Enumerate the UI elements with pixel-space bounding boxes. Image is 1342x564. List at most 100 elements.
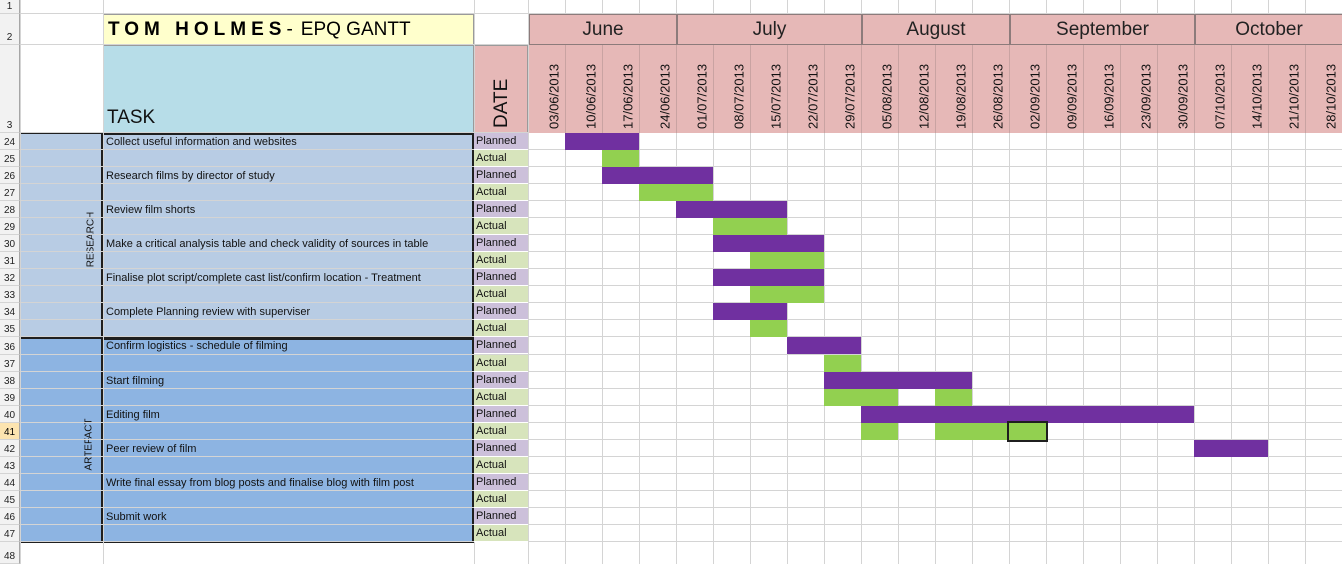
week-date-cell[interactable]: 17/06/2013 [603,45,640,133]
week-date-cell[interactable]: 10/06/2013 [566,45,603,133]
actual-bar[interactable] [1007,421,1048,442]
row-header[interactable]: 35 [0,320,20,337]
status-actual[interactable]: Actual [474,320,528,337]
status-planned[interactable]: Planned [474,474,528,491]
week-date-cell[interactable]: 28/10/2013 [1306,45,1342,133]
planned-bar[interactable] [787,337,861,354]
row-header[interactable]: 46 [0,508,20,525]
status-planned[interactable]: Planned [474,508,528,525]
week-date-cell[interactable]: 30/09/2013 [1158,45,1195,133]
month-header[interactable]: August [862,14,1010,45]
task-name[interactable]: Finalise plot script/complete cast list/… [106,272,421,284]
row-header[interactable]: 47 [0,525,20,542]
status-actual[interactable]: Actual [474,150,528,167]
actual-bar[interactable] [824,389,898,406]
month-header[interactable]: October [1195,14,1342,45]
task-name[interactable]: Make a critical analysis table and check… [106,238,429,250]
task-name[interactable]: Submit work [106,511,167,523]
week-date-cell[interactable]: 03/06/2013 [529,45,566,133]
planned-bar[interactable] [602,167,713,184]
planned-bar[interactable] [824,372,972,389]
actual-bar[interactable] [639,184,713,201]
row-header[interactable]: 40 [0,406,20,423]
task-name[interactable]: Editing film [106,409,160,421]
status-planned[interactable]: Planned [474,235,528,252]
status-actual[interactable]: Actual [474,218,528,235]
week-date-cell[interactable]: 16/09/2013 [1084,45,1121,133]
status-planned[interactable]: Planned [474,337,528,354]
row-header[interactable]: 31 [0,252,20,269]
status-planned[interactable]: Planned [474,167,528,184]
week-date-cell[interactable]: 02/09/2013 [1010,45,1047,133]
week-date-cell[interactable]: 01/07/2013 [677,45,714,133]
row-header[interactable]: 32 [0,269,20,286]
status-planned[interactable]: Planned [474,269,528,286]
status-actual[interactable]: Actual [474,355,528,372]
status-planned[interactable]: Planned [474,372,528,389]
row-header[interactable]: 1 [0,0,20,14]
row-header[interactable]: 37 [0,355,20,372]
week-date-cell[interactable]: 21/10/2013 [1269,45,1306,133]
row-header[interactable]: 28 [0,201,20,218]
month-header[interactable]: June [529,14,677,45]
row-header[interactable]: 26 [0,167,20,184]
week-date-cell[interactable]: 08/07/2013 [714,45,751,133]
row-header[interactable]: 44 [0,474,20,491]
row-header[interactable]: 39 [0,389,20,406]
week-date-cell[interactable]: 24/06/2013 [640,45,677,133]
task-name[interactable]: Write final essay from blog posts and fi… [106,477,414,489]
planned-bar[interactable] [713,303,787,320]
row-header[interactable]: 42 [0,440,20,457]
row-header[interactable]: 29 [0,218,20,235]
status-actual[interactable]: Actual [474,457,528,474]
row-header[interactable]: 3 [0,45,20,133]
status-actual[interactable]: Actual [474,491,528,508]
actual-bar[interactable] [750,252,824,269]
week-date-cell[interactable]: 29/07/2013 [825,45,862,133]
actual-bar[interactable] [824,355,861,372]
task-name[interactable]: Start filming [106,375,165,387]
week-date-cell[interactable]: 19/08/2013 [936,45,973,133]
planned-bar[interactable] [713,235,824,252]
row-header[interactable]: 27 [0,184,20,201]
actual-bar[interactable] [713,218,787,235]
status-planned[interactable]: Planned [474,440,528,457]
task-name[interactable]: Peer review of film [106,443,197,455]
section-artefact[interactable]: ARTEFACT [20,338,103,543]
planned-bar[interactable] [713,269,824,286]
planned-bar[interactable] [565,133,639,150]
month-header[interactable]: July [677,14,862,45]
title-cell[interactable]: TOM HOLMES - EPQ GANTT [103,14,474,45]
actual-bar[interactable] [861,423,898,440]
row-header[interactable]: 48 [0,542,20,564]
status-planned[interactable]: Planned [474,303,528,320]
row-header[interactable]: 25 [0,150,20,167]
week-date-cell[interactable]: 09/09/2013 [1047,45,1084,133]
status-actual[interactable]: Actual [474,184,528,201]
status-actual[interactable]: Actual [474,525,528,542]
task-name[interactable]: Collect useful information and websites [106,136,297,148]
section-research[interactable]: RESEARCH [20,133,103,338]
row-header[interactable]: 36 [0,337,20,355]
row-header[interactable]: 41 [0,423,20,440]
row-header[interactable]: 2 [0,14,20,45]
week-date-cell[interactable]: 12/08/2013 [899,45,936,133]
row-header[interactable]: 34 [0,303,20,320]
row-header[interactable]: 30 [0,235,20,252]
task-name[interactable]: Complete Planning review with superviser [106,306,311,318]
row-header[interactable]: 33 [0,286,20,303]
status-actual[interactable]: Actual [474,252,528,269]
week-date-cell[interactable]: 15/07/2013 [751,45,788,133]
planned-bar[interactable] [676,201,787,218]
week-date-cell[interactable]: 26/08/2013 [973,45,1010,133]
week-date-cell[interactable]: 23/09/2013 [1121,45,1158,133]
actual-bar[interactable] [602,150,639,167]
status-actual[interactable]: Actual [474,423,528,440]
actual-bar[interactable] [935,389,972,406]
row-header[interactable]: 43 [0,457,20,474]
status-planned[interactable]: Planned [474,201,528,218]
task-header-cell[interactable]: TASK [103,45,474,133]
planned-bar[interactable] [1194,440,1268,457]
row-header[interactable]: 45 [0,491,20,508]
status-actual[interactable]: Actual [474,286,528,303]
